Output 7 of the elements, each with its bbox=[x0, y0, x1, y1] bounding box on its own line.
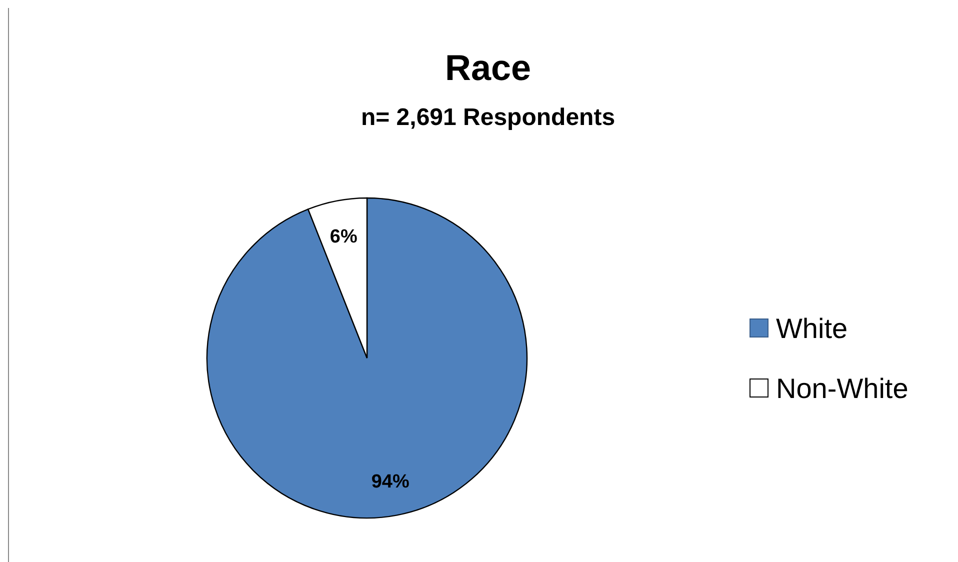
chart-title: Race bbox=[444, 47, 532, 88]
data-label: 94% bbox=[371, 472, 410, 493]
pie-slice bbox=[206, 197, 528, 518]
data-label: 6% bbox=[330, 226, 358, 248]
legend-label: White bbox=[776, 313, 848, 344]
chart-subtitle: n= 2,691 Respondents bbox=[360, 104, 616, 131]
legend-label: Non-White bbox=[776, 373, 908, 404]
